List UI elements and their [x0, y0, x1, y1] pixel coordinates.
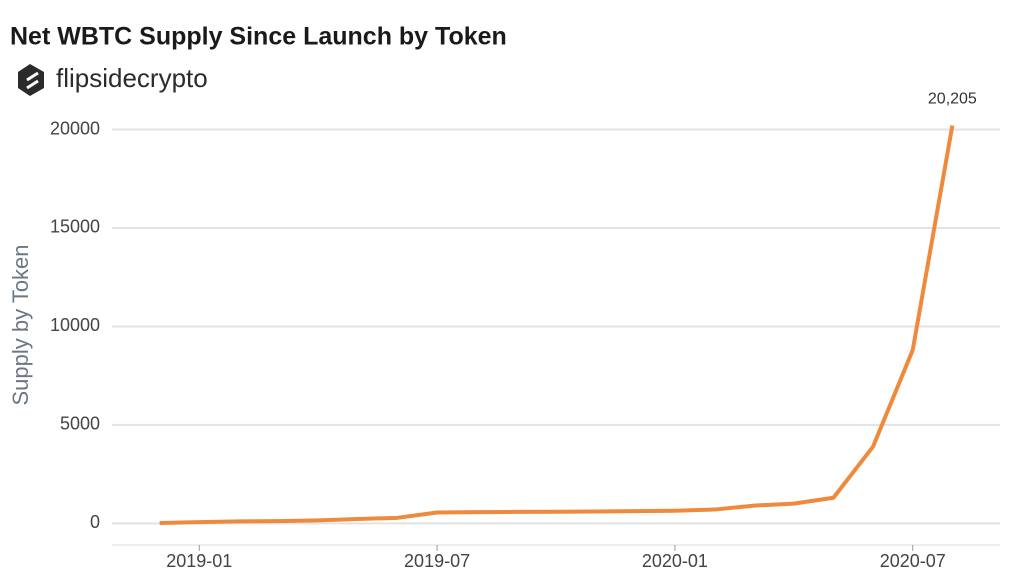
brand-logo: [18, 64, 44, 96]
y-tick-label: 20000: [50, 118, 100, 138]
y-tick-label: 10000: [50, 315, 100, 335]
chart-title: Net WBTC Supply Since Launch by Token: [10, 23, 507, 51]
data-label: 20,205: [928, 91, 977, 108]
x-tick-label: 2019-07: [404, 551, 470, 571]
y-tick-label: 5000: [60, 414, 100, 434]
x-tick-label: 2020-07: [880, 551, 946, 571]
y-axis-label: Supply by Token: [8, 244, 33, 405]
brand-name: flipsidecrypto: [56, 63, 208, 93]
x-tick-label: 2020-01: [642, 551, 708, 571]
y-tick-label: 0: [90, 512, 100, 532]
y-tick-label: 15000: [50, 217, 100, 237]
x-tick-label: 2019-01: [166, 551, 232, 571]
line: [159, 125, 955, 525]
